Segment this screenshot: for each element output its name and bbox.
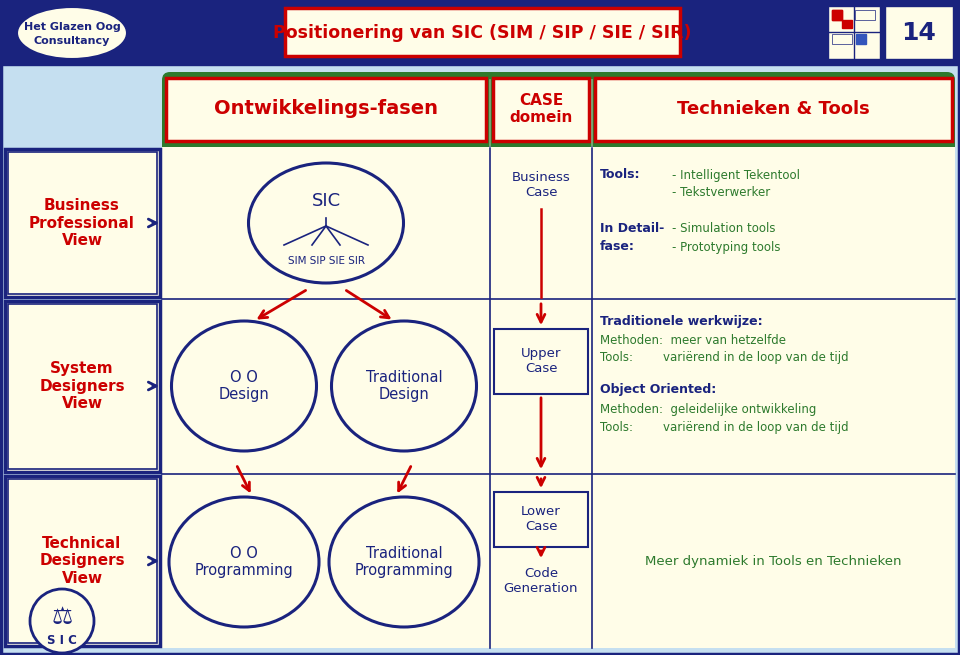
Text: fase:: fase:: [600, 240, 635, 253]
Bar: [832, 10, 842, 20]
Bar: [494, 492, 588, 547]
Text: Meer dynamiek in Tools en Technieken: Meer dynamiek in Tools en Technieken: [645, 555, 901, 567]
Text: Methoden:  geleidelijke ontwikkeling: Methoden: geleidelijke ontwikkeling: [600, 403, 816, 415]
Text: Consultancy: Consultancy: [34, 36, 110, 46]
Text: O O
Programming: O O Programming: [195, 546, 294, 578]
Bar: [162, 147, 955, 648]
FancyBboxPatch shape: [162, 72, 955, 648]
Text: Business
Professional
View: Business Professional View: [29, 198, 135, 248]
Bar: [285, 8, 680, 56]
Ellipse shape: [331, 321, 476, 451]
Text: System
Designers
View: System Designers View: [39, 361, 125, 411]
Text: - Simulation tools: - Simulation tools: [672, 223, 776, 236]
Text: SIM SIP SIE SIR: SIM SIP SIE SIR: [287, 256, 365, 266]
Text: SIC: SIC: [311, 192, 341, 210]
Ellipse shape: [17, 7, 127, 59]
Bar: [493, 78, 589, 141]
Bar: [885, 6, 953, 59]
Bar: [832, 10, 842, 20]
Text: Object Oriented:: Object Oriented:: [600, 383, 716, 396]
Text: 14: 14: [901, 21, 936, 45]
Text: Technieken & Tools: Technieken & Tools: [677, 100, 870, 118]
Text: Tools:: Tools:: [600, 168, 640, 181]
Bar: [8, 152, 157, 294]
Text: - Intelligent Tekentool: - Intelligent Tekentool: [672, 168, 800, 181]
Text: Tools:        variërend in de loop van de tijd: Tools: variërend in de loop van de tijd: [600, 350, 849, 364]
Bar: [8, 304, 157, 469]
Text: CASE
domein: CASE domein: [510, 93, 573, 125]
Ellipse shape: [329, 497, 479, 627]
Circle shape: [30, 589, 94, 653]
Bar: [855, 10, 875, 20]
Bar: [828, 6, 880, 59]
Bar: [595, 78, 952, 141]
Text: Code
Generation: Code Generation: [504, 567, 578, 595]
Bar: [8, 479, 157, 643]
Bar: [0, 0, 960, 65]
Text: Traditionele werkwijze:: Traditionele werkwijze:: [600, 314, 762, 328]
Text: Business
Case: Business Case: [512, 171, 570, 199]
Bar: [856, 34, 866, 44]
Text: Positionering van SIC (SIM / SIP / SIE / SIR): Positionering van SIC (SIM / SIP / SIE /…: [273, 24, 691, 42]
Text: Het Glazen Oog: Het Glazen Oog: [24, 22, 120, 32]
Text: - Prototyping tools: - Prototyping tools: [672, 240, 780, 253]
Text: Traditional
Programming: Traditional Programming: [354, 546, 453, 578]
Bar: [5, 301, 160, 472]
Bar: [5, 476, 160, 646]
Text: S I C: S I C: [47, 635, 77, 648]
Text: Ontwikkelings-fasen: Ontwikkelings-fasen: [214, 100, 438, 119]
Text: Traditional
Design: Traditional Design: [366, 370, 443, 402]
Bar: [166, 78, 486, 141]
Text: In Detail-: In Detail-: [600, 223, 664, 236]
Text: Methoden:  meer van hetzelfde: Methoden: meer van hetzelfde: [600, 335, 786, 348]
Text: Upper
Case: Upper Case: [521, 347, 562, 375]
Text: - Tekstverwerker: - Tekstverwerker: [672, 187, 770, 200]
Bar: [832, 34, 852, 44]
Text: O O
Design: O O Design: [219, 370, 270, 402]
Ellipse shape: [172, 321, 317, 451]
Ellipse shape: [169, 497, 319, 627]
Bar: [5, 149, 160, 297]
Bar: [494, 329, 588, 394]
Text: Tools:        variërend in de loop van de tijd: Tools: variërend in de loop van de tijd: [600, 421, 849, 434]
Ellipse shape: [249, 163, 403, 283]
Text: ⚖: ⚖: [52, 605, 73, 629]
Bar: [842, 20, 852, 28]
Text: Technical
Designers
View: Technical Designers View: [39, 536, 125, 586]
Text: Lower
Case: Lower Case: [521, 505, 561, 533]
